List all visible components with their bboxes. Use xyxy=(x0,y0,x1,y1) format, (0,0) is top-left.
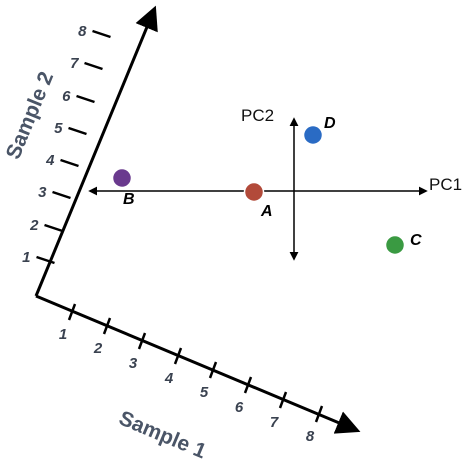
sample-2-axis-line xyxy=(34,5,158,297)
sample-2-tick-mark xyxy=(68,126,87,136)
sample-1-tick-mark xyxy=(102,317,112,335)
point-a: A xyxy=(243,181,273,220)
sample-1-tick-label: 2 xyxy=(93,340,103,357)
pc1-label: PC1 xyxy=(429,175,462,194)
sample-2-ticks: 1 2 3 4 5 6 7 8 xyxy=(22,23,111,266)
sample-1-tick-mark xyxy=(314,405,324,423)
point-marker xyxy=(111,167,133,189)
point-label: C xyxy=(410,232,422,249)
sample-2-tick-mark xyxy=(52,190,71,200)
pc-axes: PC1 PC2 xyxy=(88,106,462,261)
sample-1-tick-label: 3 xyxy=(129,355,138,372)
sample-1-tick-mark xyxy=(208,361,218,379)
sample-2-tick-mark xyxy=(36,255,55,265)
point-marker xyxy=(302,124,324,146)
sample-1-tick-label: 5 xyxy=(200,384,209,401)
sample-1-tick-mark xyxy=(67,303,77,321)
sample-1-tick-mark xyxy=(173,347,183,365)
sample-1-axis-title: Sample 1 xyxy=(116,407,210,464)
point-b: B xyxy=(111,167,135,208)
sample-1-tick-label: 6 xyxy=(235,399,244,416)
sample-2-tick-mark xyxy=(44,223,63,233)
sample-2-tick-label: 6 xyxy=(62,88,71,105)
sample-2-tick-label: 4 xyxy=(45,152,55,169)
sample-1-tick-label: 1 xyxy=(59,326,67,343)
sample-2-tick-label: 2 xyxy=(29,217,39,234)
sample-1-tick-mark xyxy=(278,391,288,409)
sample-2-tick-label: 3 xyxy=(38,184,47,201)
point-marker xyxy=(243,181,265,203)
data-points: A B C D xyxy=(111,115,422,256)
sample-2-tick-mark xyxy=(60,158,79,168)
sample-2-tick-label: 5 xyxy=(54,120,63,137)
sample-2-tick-label: 1 xyxy=(22,249,30,266)
sample-2-tick-mark xyxy=(92,29,111,39)
point-label: A xyxy=(260,203,273,220)
point-c: C xyxy=(384,232,422,256)
sample-1-tick-mark xyxy=(137,332,147,350)
sample-2-tick-label: 7 xyxy=(70,55,79,72)
sample-1-tick-label: 8 xyxy=(306,428,315,445)
point-d: D xyxy=(302,115,336,146)
sample-2-tick-mark xyxy=(76,94,95,104)
sample-2-tick-label: 8 xyxy=(78,23,87,40)
sample-2-tick-mark xyxy=(84,61,103,71)
sample-1-tick-label: 4 xyxy=(164,370,174,387)
sample-1-ticks: 1 2 3 4 5 6 7 8 xyxy=(59,303,324,445)
point-label: D xyxy=(324,115,336,132)
sample-2-axis-title: Sample 2 xyxy=(2,69,58,163)
sample-axes: 1 2 3 4 5 6 7 8 1 2 3 4 5 6 7 8 Sample 1 Sample 2 xyxy=(2,5,361,464)
point-label: B xyxy=(123,191,135,208)
sample-1-axis-line xyxy=(35,294,361,434)
point-marker xyxy=(384,234,406,256)
pc2-label: PC2 xyxy=(241,106,274,125)
sample-1-tick-label: 7 xyxy=(270,414,279,431)
sample-1-tick-mark xyxy=(243,376,253,394)
